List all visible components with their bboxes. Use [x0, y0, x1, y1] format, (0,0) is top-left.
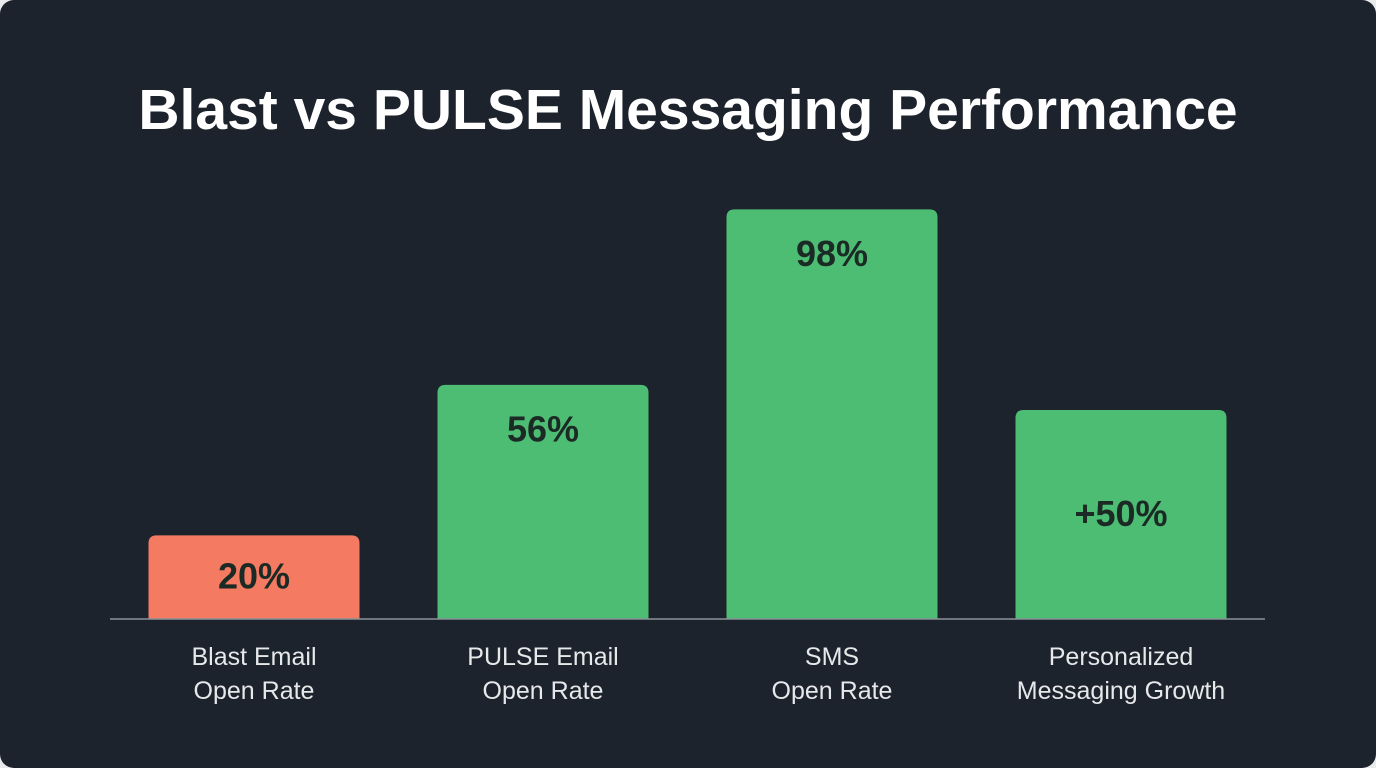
chart-title: Blast vs PULSE Messaging Performance [138, 78, 1237, 142]
value-label: 20% [218, 556, 290, 597]
x-tick-label: Personalized Messaging Growth [1016, 643, 1226, 705]
x-tick-label: Blast Email Open Rate [191, 643, 317, 705]
bar [1015, 410, 1227, 619]
bar [437, 384, 649, 619]
value-label: +50% [1074, 493, 1167, 534]
value-label: 98% [796, 233, 868, 274]
value-label: 56% [507, 408, 579, 449]
x-tick-label: PULSE Email Open Rate [467, 643, 619, 705]
bar [726, 209, 938, 620]
bar [148, 535, 360, 619]
x-tick-label: SMS Open Rate [771, 643, 893, 705]
